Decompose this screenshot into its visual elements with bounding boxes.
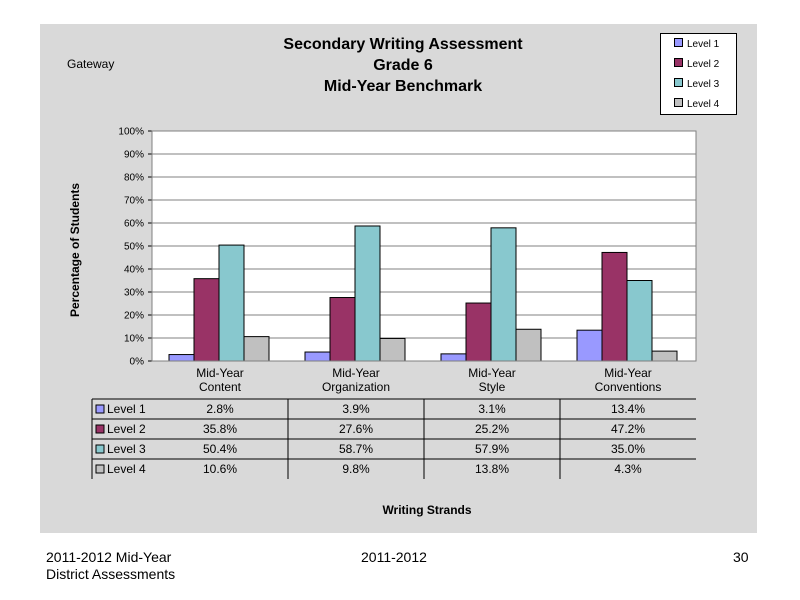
legend-label: Level 3 xyxy=(687,79,720,90)
legend-label: Level 1 xyxy=(687,39,720,50)
bar-level-2 xyxy=(465,302,492,362)
table-series-label: Level 2 xyxy=(107,422,146,436)
bar-level-4 xyxy=(515,328,542,362)
table-cell-value: 35.8% xyxy=(203,422,237,436)
y-tick-label: 50% xyxy=(124,242,144,253)
table-cell-value: 10.6% xyxy=(203,462,237,476)
table-cell-value: 4.3% xyxy=(614,462,642,476)
x-axis-label: Writing Strands xyxy=(382,503,472,517)
bar-level-4 xyxy=(651,350,678,362)
y-tick-label: 30% xyxy=(124,288,144,299)
y-tick-label: 20% xyxy=(124,311,144,322)
legend-item-level-2: Level 2 xyxy=(674,58,719,72)
legend-item-level-3: Level 3 xyxy=(674,78,719,92)
table-cell-value: 25.2% xyxy=(475,422,509,436)
legend-swatch xyxy=(674,38,683,47)
footer-left-line-1: 2011-2012 Mid-Year xyxy=(46,549,172,565)
y-tick-label: 70% xyxy=(124,196,144,207)
y-tick-label: 80% xyxy=(124,173,144,184)
footer-center: 2011-2012 xyxy=(361,549,427,565)
y-tick-label: 0% xyxy=(130,357,145,368)
bar-level-3 xyxy=(218,244,245,362)
bar-level-3 xyxy=(354,225,381,362)
table-legend-swatch xyxy=(95,424,105,434)
bar-level-1 xyxy=(168,354,195,362)
category-label: Mid-Year xyxy=(604,366,652,380)
legend-swatch xyxy=(674,98,683,107)
legend-item-level-1: Level 1 xyxy=(674,38,719,52)
table-series-label: Level 1 xyxy=(107,402,146,416)
bar-level-4 xyxy=(379,337,406,362)
category-label: Organization xyxy=(322,380,390,394)
page-number: 30 xyxy=(733,549,749,565)
table-legend-swatch xyxy=(95,404,105,414)
bar-level-1 xyxy=(576,329,603,362)
legend-label: Level 4 xyxy=(687,99,720,110)
legend-swatch xyxy=(674,58,683,67)
table-cell-value: 13.4% xyxy=(611,402,645,416)
table-cell-value: 47.2% xyxy=(611,422,645,436)
chart-legend: Level 1 Level 2 Level 3 Level 4 xyxy=(660,33,737,115)
table-cell-value: 3.9% xyxy=(342,402,370,416)
chart-title-line-3: Mid-Year Benchmark xyxy=(323,78,483,95)
table-cell-value: 50.4% xyxy=(203,442,237,456)
chart-title-line-2: Grade 6 xyxy=(373,57,433,74)
y-tick-label: 100% xyxy=(118,127,144,138)
y-tick-label: 40% xyxy=(124,265,144,276)
table-cell-value: 13.8% xyxy=(475,462,509,476)
bar-level-3 xyxy=(490,227,517,362)
bar-level-1 xyxy=(304,351,331,362)
table-cell-value: 58.7% xyxy=(339,442,373,456)
table-legend-swatch xyxy=(95,444,105,454)
category-label: Style xyxy=(479,380,506,394)
table-series-label: Level 3 xyxy=(107,442,146,456)
table-cell-value: 2.8% xyxy=(206,402,234,416)
category-label: Content xyxy=(199,380,242,394)
bar-level-2 xyxy=(329,297,356,362)
bar-level-3 xyxy=(626,280,653,362)
bar-level-2 xyxy=(601,251,628,362)
legend-label: Level 2 xyxy=(687,59,720,70)
table-cell-value: 57.9% xyxy=(475,442,509,456)
region-label: Gateway xyxy=(67,57,115,71)
category-label: Mid-Year xyxy=(332,366,380,380)
y-tick-label: 10% xyxy=(124,334,144,345)
y-tick-label: 60% xyxy=(124,219,144,230)
category-label: Mid-Year xyxy=(468,366,516,380)
bar-level-4 xyxy=(243,336,270,362)
table-cell-value: 3.1% xyxy=(478,402,506,416)
footer-left-line-2: District Assessments xyxy=(46,566,176,582)
y-tick-label: 90% xyxy=(124,150,144,161)
bar-level-1 xyxy=(440,353,467,362)
table-cell-value: 35.0% xyxy=(611,442,645,456)
legend-item-level-4: Level 4 xyxy=(674,98,719,112)
category-label: Conventions xyxy=(595,380,662,394)
legend-swatch xyxy=(674,78,683,87)
chart-title-line-1: Secondary Writing Assessment xyxy=(283,36,523,53)
category-label: Mid-Year xyxy=(196,366,244,380)
plot-border xyxy=(151,130,697,362)
table-cell-value: 9.8% xyxy=(342,462,370,476)
bar-level-2 xyxy=(193,278,220,362)
table-series-label: Level 4 xyxy=(107,462,146,476)
table-legend-swatch xyxy=(95,464,105,474)
table-cell-value: 27.6% xyxy=(339,422,373,436)
